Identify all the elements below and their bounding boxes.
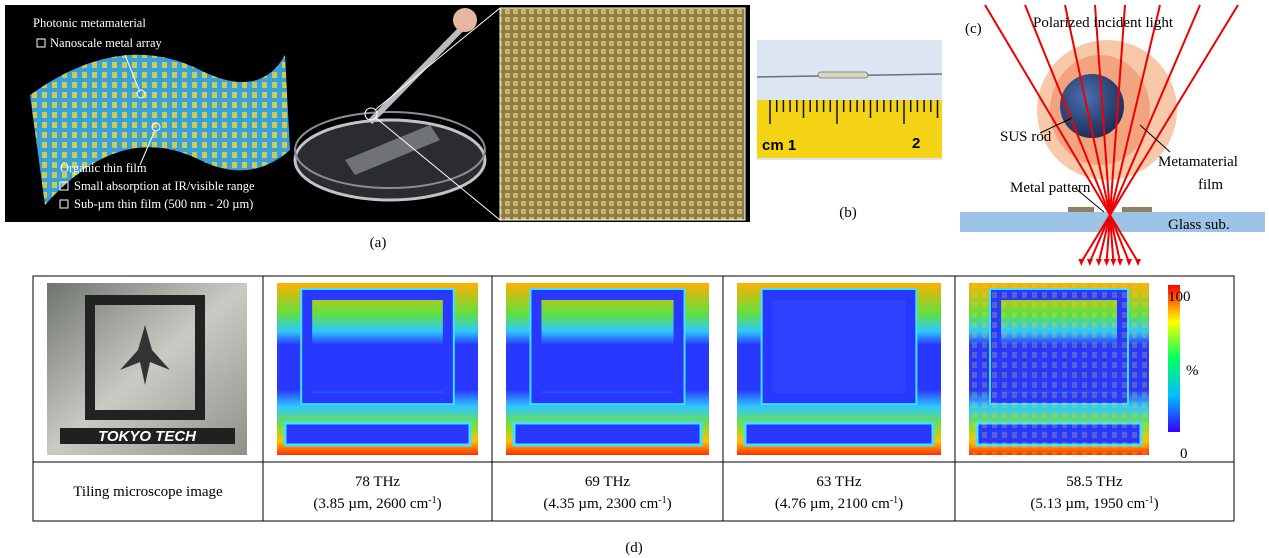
- arrowhead: [1087, 259, 1093, 266]
- caption: (3.85 µm, 2600 cm-1): [313, 495, 441, 512]
- panel-label: (c): [965, 21, 982, 37]
- noise: [969, 283, 1149, 455]
- heatmap: [277, 283, 478, 455]
- heatmap-frame: [768, 295, 911, 398]
- panel-b: cm 1 2 (b): [757, 40, 942, 221]
- caption: (4.76 µm, 2100 cm-1): [775, 495, 903, 512]
- text: SUS rod: [1000, 129, 1052, 145]
- text: Metamaterial: [1158, 154, 1238, 170]
- image-row: TOKYO TECH: [47, 283, 1149, 455]
- caption-row: 78 THz(3.85 µm, 2600 cm-1)69 THz(4.35 µm…: [313, 474, 1158, 512]
- caption-part: ): [667, 496, 672, 512]
- text: Sub-µm thin film (500 nm - 20 µm): [74, 197, 253, 211]
- arrowhead: [1117, 259, 1123, 266]
- panel-d: TOKYO TECH 100 % 0 Tiling microscope ima…: [33, 276, 1234, 556]
- text: film: [1198, 177, 1223, 193]
- colorbar-label: 100: [1168, 289, 1191, 305]
- caption-part: ): [898, 496, 903, 512]
- text: Nanoscale metal array: [50, 36, 162, 50]
- metal-pattern: [1122, 207, 1152, 212]
- caption-part: ): [1154, 496, 1159, 512]
- text: Glass sub.: [1168, 217, 1230, 233]
- text: Polarized incident light: [1033, 15, 1174, 31]
- caption: 58.5 THz: [1066, 474, 1123, 490]
- text: Organic thin film: [60, 161, 147, 175]
- caption: 78 THz: [355, 474, 400, 490]
- caption-exponent: -1: [890, 495, 898, 506]
- caption: 69 THz: [585, 474, 630, 490]
- caption-exponent: -1: [658, 495, 666, 506]
- caption-exponent: -1: [428, 495, 436, 506]
- caption-part: (4.35 µm, 2300 cm: [543, 496, 658, 512]
- logo-text: TOKYO TECH: [98, 428, 197, 445]
- arrowhead: [1096, 259, 1102, 266]
- colorbar-label: 0: [1180, 446, 1188, 462]
- panel-a: Photonic metamaterial Nanoscale metal ar…: [5, 5, 750, 251]
- panel-label: (a): [370, 235, 387, 251]
- heatmap: [506, 283, 709, 455]
- heatmap-logo: [745, 423, 933, 445]
- caption-part: ): [437, 496, 442, 512]
- text: Small absorption at IR/visible range: [74, 179, 255, 193]
- sample: [818, 72, 868, 78]
- caption-part: (5.13 µm, 1950 cm: [1030, 496, 1145, 512]
- heatmap: [737, 283, 941, 455]
- arrowhead: [1104, 259, 1110, 266]
- arrowhead: [1135, 259, 1141, 266]
- text: Metal pattern: [1010, 180, 1091, 196]
- panel-label: (d): [625, 540, 643, 556]
- table-cell: Tiling microscope image: [73, 484, 223, 500]
- ruler-label: 2: [912, 135, 920, 152]
- arrowhead: [1110, 259, 1116, 266]
- caption: (5.13 µm, 1950 cm-1): [1030, 495, 1158, 512]
- caption-exponent: -1: [1145, 495, 1153, 506]
- caption-part: (3.85 µm, 2600 cm: [313, 496, 428, 512]
- panel-label: (b): [839, 205, 857, 221]
- text: Photonic metamaterial: [33, 16, 146, 30]
- figure: Photonic metamaterial Nanoscale metal ar…: [0, 0, 1269, 558]
- arrowhead: [1126, 259, 1132, 266]
- panel-c: (c) Polarized incident light SUS rod Met…: [960, 5, 1265, 266]
- heatmap: [969, 283, 1149, 455]
- caption: 63 THz: [816, 474, 861, 490]
- metal-pattern: [1068, 207, 1094, 212]
- heatmap-logo: [285, 423, 470, 445]
- ruler-label: cm 1: [762, 137, 796, 154]
- finger: [453, 8, 477, 32]
- heatmap-logo: [514, 423, 701, 445]
- micrograph: [500, 8, 745, 220]
- caption-part: (4.76 µm, 2100 cm: [775, 496, 890, 512]
- colorbar: [1168, 285, 1180, 432]
- arrowhead: [1078, 259, 1084, 266]
- colorbar-label: %: [1186, 363, 1199, 379]
- caption: (4.35 µm, 2300 cm-1): [543, 495, 671, 512]
